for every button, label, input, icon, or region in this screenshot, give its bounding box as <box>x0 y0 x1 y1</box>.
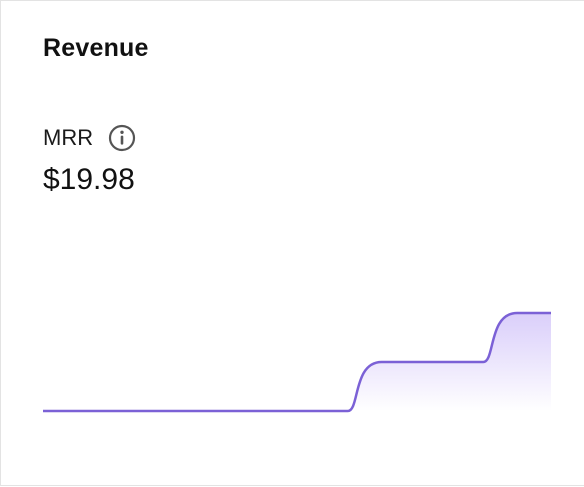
info-icon[interactable] <box>107 123 137 153</box>
metric-row: MRR <box>43 123 137 153</box>
chart-layer <box>43 311 551 413</box>
area-fill <box>43 313 551 411</box>
card-title: Revenue <box>43 34 149 62</box>
series-line <box>43 311 551 413</box>
metric-label: MRR <box>43 125 94 150</box>
metric-value: $19.98 <box>43 163 135 196</box>
info-circle-icon <box>109 124 136 152</box>
